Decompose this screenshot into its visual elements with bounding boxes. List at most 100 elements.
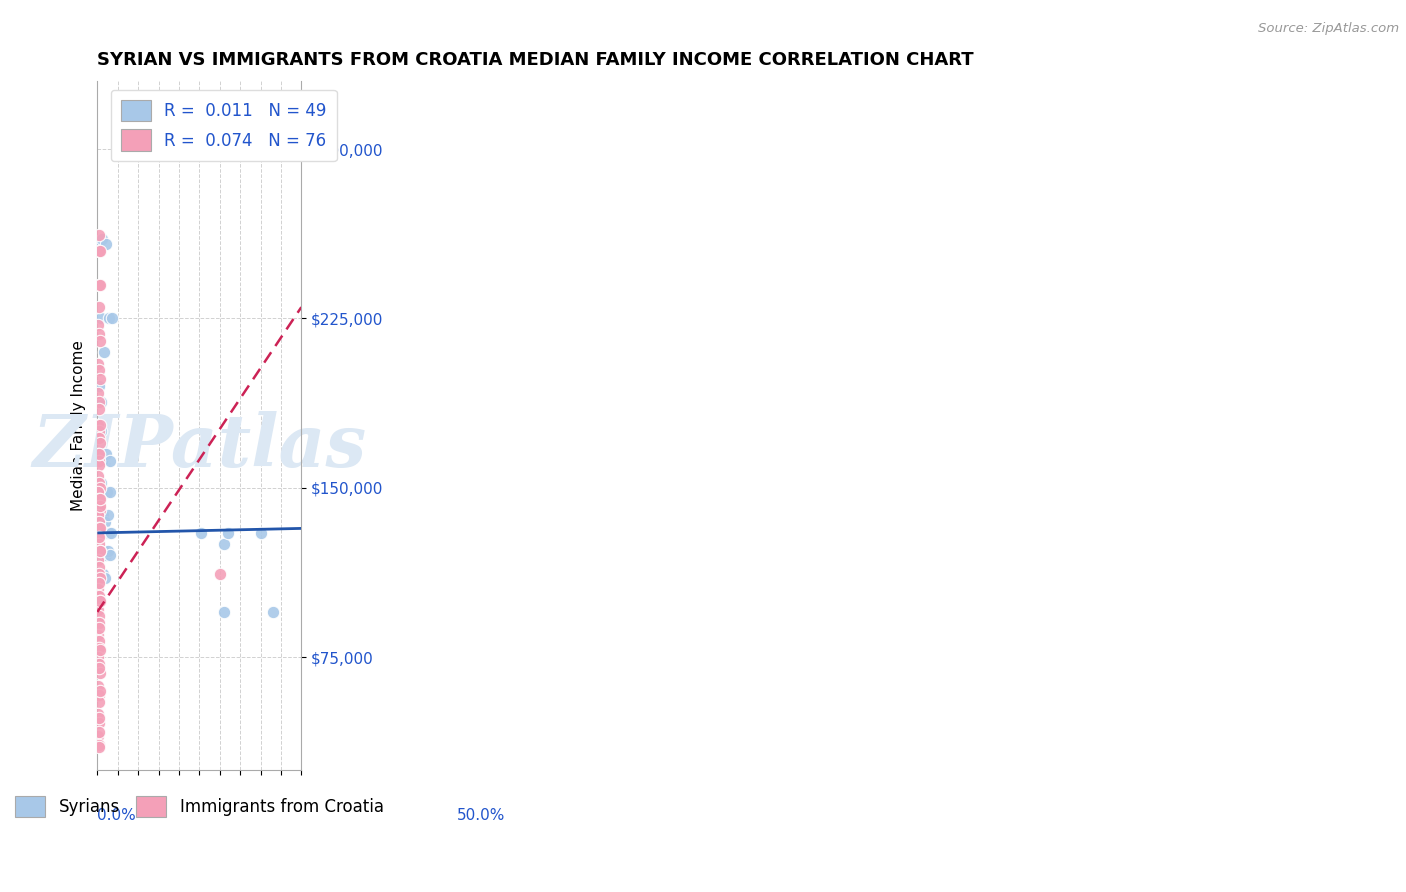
Point xyxy=(89,566,111,581)
Point xyxy=(87,566,110,581)
Point xyxy=(87,537,110,551)
Point xyxy=(93,485,115,500)
Text: SYRIAN VS IMMIGRANTS FROM CROATIA MEDIAN FAMILY INCOME CORRELATION CHART: SYRIAN VS IMMIGRANTS FROM CROATIA MEDIAN… xyxy=(97,51,974,69)
Point xyxy=(98,453,121,467)
Point xyxy=(96,447,118,461)
Point xyxy=(89,544,111,558)
Point xyxy=(89,521,111,535)
Point xyxy=(87,680,110,694)
Point xyxy=(89,503,111,517)
Point xyxy=(89,458,111,473)
Point xyxy=(89,499,111,513)
Point xyxy=(89,593,111,607)
Point xyxy=(87,447,110,461)
Point xyxy=(87,386,110,401)
Point xyxy=(87,469,110,483)
Point xyxy=(90,544,112,558)
Point xyxy=(87,559,110,574)
Point xyxy=(91,232,114,246)
Point xyxy=(87,706,110,721)
Point xyxy=(89,491,111,506)
Point xyxy=(91,453,114,467)
Point xyxy=(87,491,110,506)
Point xyxy=(87,621,110,635)
Point xyxy=(87,227,110,242)
Point xyxy=(89,616,111,631)
Point xyxy=(87,589,110,603)
Point xyxy=(89,503,111,517)
Point xyxy=(87,661,110,675)
Point xyxy=(87,544,110,558)
Point xyxy=(89,481,111,495)
Point xyxy=(87,447,110,461)
Point xyxy=(87,363,110,377)
Y-axis label: Median Family Income: Median Family Income xyxy=(72,340,86,511)
Point xyxy=(90,311,112,326)
Point xyxy=(89,544,111,558)
Point xyxy=(89,641,111,656)
Point xyxy=(100,485,122,500)
Point xyxy=(89,571,111,585)
Point xyxy=(97,525,120,540)
Point xyxy=(98,549,121,563)
Point xyxy=(89,244,111,258)
Point xyxy=(87,738,110,752)
Point xyxy=(89,521,111,535)
Point xyxy=(90,425,112,439)
Point xyxy=(89,327,111,342)
Point xyxy=(93,345,115,359)
Point xyxy=(89,665,111,680)
Point xyxy=(101,311,124,326)
Point xyxy=(93,525,115,540)
Point xyxy=(87,357,110,371)
Text: ZIPatlas: ZIPatlas xyxy=(32,411,367,482)
Point xyxy=(87,531,110,545)
Point xyxy=(100,525,122,540)
Point xyxy=(87,711,110,725)
Point xyxy=(91,566,114,581)
Point xyxy=(87,553,110,567)
Point xyxy=(90,395,112,409)
Point xyxy=(208,566,231,581)
Point xyxy=(91,549,114,563)
Point xyxy=(87,689,110,703)
Point xyxy=(87,476,110,491)
Point xyxy=(91,525,114,540)
Point xyxy=(97,544,120,558)
Point xyxy=(87,277,110,292)
Point xyxy=(89,643,111,657)
Point xyxy=(87,300,110,314)
Point xyxy=(212,605,235,619)
Point xyxy=(89,499,111,513)
Point xyxy=(87,609,110,624)
Point xyxy=(87,582,110,597)
Text: 0.0%: 0.0% xyxy=(97,808,136,823)
Point xyxy=(97,311,120,326)
Point xyxy=(87,627,110,641)
Point xyxy=(89,435,111,450)
Point xyxy=(190,525,212,540)
Point xyxy=(94,571,117,585)
Point xyxy=(89,695,111,709)
Point xyxy=(87,531,110,545)
Point xyxy=(87,657,110,671)
Point xyxy=(87,395,110,409)
Point xyxy=(87,603,110,617)
Point xyxy=(89,401,111,416)
Point xyxy=(87,417,110,432)
Point xyxy=(96,525,118,540)
Point xyxy=(87,453,110,467)
Point xyxy=(87,485,110,500)
Point xyxy=(87,575,110,590)
Point xyxy=(87,729,110,743)
Point xyxy=(212,537,235,551)
Point xyxy=(89,593,111,607)
Text: Source: ZipAtlas.com: Source: ZipAtlas.com xyxy=(1258,22,1399,36)
Point xyxy=(97,508,120,522)
Point xyxy=(87,508,110,522)
Point xyxy=(96,485,118,500)
Point xyxy=(89,593,111,607)
Point xyxy=(89,277,111,292)
Point xyxy=(89,236,111,251)
Point xyxy=(87,508,110,522)
